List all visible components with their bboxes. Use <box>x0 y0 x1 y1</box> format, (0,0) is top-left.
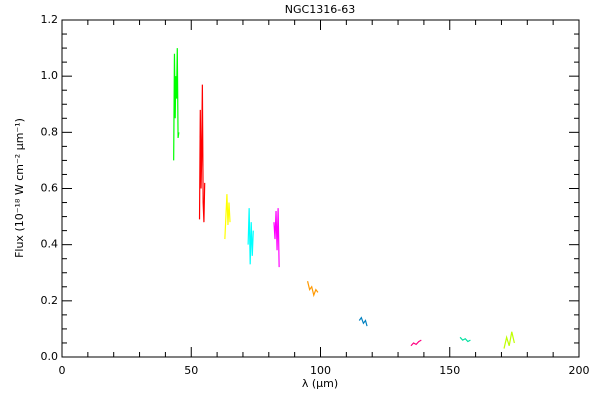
spectrum-line <box>410 339 422 347</box>
y-tick-label: 0.8 <box>41 125 59 138</box>
spectrum-line <box>503 331 515 349</box>
y-tick-label: 1.0 <box>41 69 59 82</box>
spectrum-line <box>173 48 180 161</box>
y-tick-label: 0.0 <box>41 350 59 363</box>
chart-title: NGC1316-63 <box>285 3 355 16</box>
x-tick-label: 50 <box>184 364 198 377</box>
x-tick-label: 150 <box>439 364 460 377</box>
y-tick-label: 1.2 <box>41 13 59 26</box>
spectrum-line <box>306 281 319 298</box>
y-tick-label: 0.2 <box>41 294 59 307</box>
y-tick-label: 0.4 <box>41 238 59 251</box>
x-tick-label: 200 <box>569 364 590 377</box>
spectrum-line <box>247 208 254 265</box>
spectrum-line <box>224 194 231 240</box>
spectrum-line <box>273 208 280 268</box>
spectrum-line <box>358 316 368 327</box>
plot-frame <box>61 19 580 358</box>
x-tick-label: 0 <box>59 364 66 377</box>
spectrum-line <box>459 336 471 343</box>
y-tick-label: 0.6 <box>41 182 59 195</box>
x-axis-label: λ (μm) <box>302 377 338 390</box>
spectrum-line <box>198 84 206 223</box>
x-tick-label: 100 <box>310 364 331 377</box>
y-axis-label: Flux (10⁻¹⁸ W cm⁻² μm⁻¹) <box>13 118 26 258</box>
